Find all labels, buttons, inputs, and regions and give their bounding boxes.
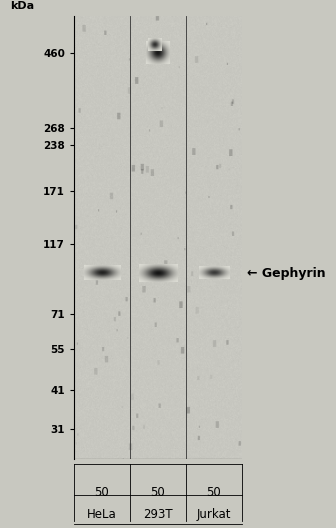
Text: kDa: kDa <box>10 2 34 12</box>
Text: 50: 50 <box>151 486 165 499</box>
Text: HeLa: HeLa <box>87 508 117 521</box>
Text: 293T: 293T <box>143 508 173 521</box>
Text: 50: 50 <box>94 486 109 499</box>
Text: ← Gephyrin: ← Gephyrin <box>247 267 326 279</box>
Text: 50: 50 <box>207 486 221 499</box>
Text: Jurkat: Jurkat <box>197 508 231 521</box>
